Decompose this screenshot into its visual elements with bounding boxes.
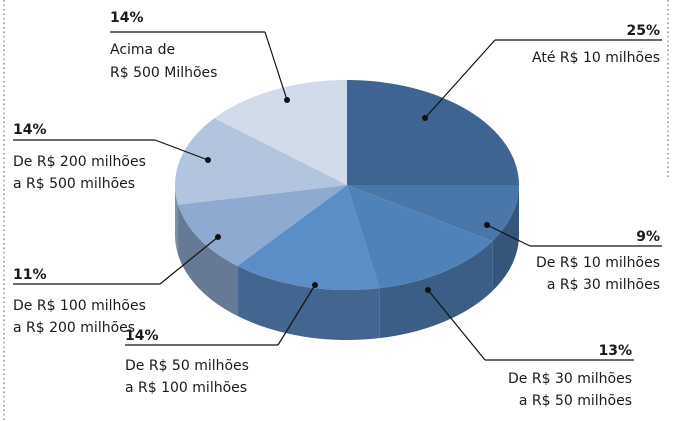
category-label: a R$ 200 milhões bbox=[13, 320, 135, 336]
category-label: De R$ 50 milhões bbox=[125, 358, 249, 374]
value-label: 9% bbox=[636, 229, 660, 245]
pie-side bbox=[492, 185, 519, 292]
value-label: 25% bbox=[626, 23, 660, 39]
pie-side bbox=[379, 241, 493, 339]
category-label: Até R$ 10 milhões bbox=[532, 50, 660, 66]
leader-dot bbox=[284, 97, 290, 103]
pie-slice bbox=[347, 185, 519, 242]
leader-line bbox=[424, 39, 496, 119]
leader-line bbox=[277, 284, 316, 346]
leader-dot bbox=[425, 287, 431, 293]
value-label: 14% bbox=[110, 10, 144, 26]
value-label: 11% bbox=[13, 267, 47, 283]
pie-side bbox=[237, 265, 380, 340]
leader-line bbox=[264, 31, 288, 101]
leader-dot bbox=[422, 115, 428, 121]
leader-dot bbox=[205, 157, 211, 163]
pie-side bbox=[178, 204, 238, 316]
value-label: 13% bbox=[598, 343, 632, 359]
pie-slice bbox=[178, 185, 347, 266]
category-label: De R$ 30 milhões bbox=[508, 371, 632, 387]
leader-line bbox=[486, 224, 531, 247]
leader-dot bbox=[215, 234, 221, 240]
category-label: De R$ 200 milhões bbox=[13, 154, 146, 170]
leader-dot bbox=[312, 282, 318, 288]
leader-line bbox=[427, 289, 486, 361]
leader-line bbox=[159, 236, 219, 285]
category-label: De R$ 10 milhões bbox=[536, 255, 660, 271]
category-label: a R$ 100 milhões bbox=[125, 380, 247, 396]
leader-line bbox=[154, 139, 209, 161]
value-label: 14% bbox=[13, 122, 47, 138]
pie-slice bbox=[347, 185, 493, 289]
category-label: a R$ 500 milhões bbox=[13, 176, 135, 192]
category-label: De R$ 100 milhões bbox=[13, 298, 146, 314]
value-label: 14% bbox=[125, 328, 159, 344]
pie-slice bbox=[237, 185, 380, 290]
pie-slice bbox=[214, 80, 347, 185]
pie-side bbox=[175, 185, 179, 255]
pie-slice bbox=[175, 118, 347, 205]
category-label: Acima de bbox=[110, 42, 175, 58]
pie-slice bbox=[347, 80, 519, 185]
category-label: R$ 500 Milhões bbox=[110, 65, 217, 81]
category-label: a R$ 50 milhões bbox=[519, 393, 632, 409]
leader-dot bbox=[484, 222, 490, 228]
category-label: a R$ 30 milhões bbox=[547, 277, 660, 293]
